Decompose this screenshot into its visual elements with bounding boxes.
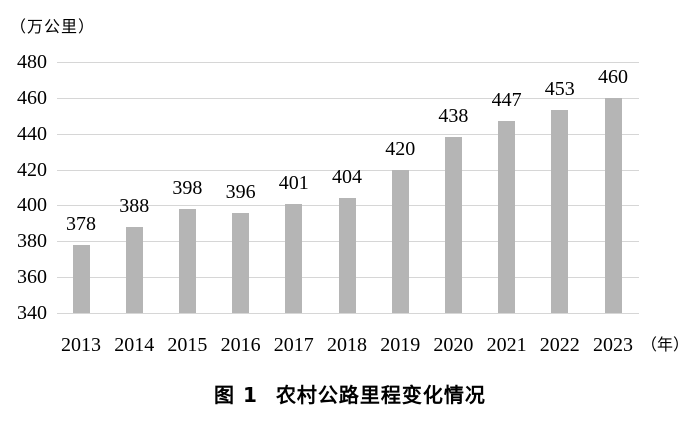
x-tick-label-2013: 2013 (61, 334, 101, 356)
value-label-2016: 396 (225, 180, 256, 203)
bar-2022 (551, 110, 569, 313)
x-tick-label-2022: 2022 (539, 334, 580, 356)
gridline-480 (57, 62, 639, 63)
value-label-2018: 404 (332, 166, 362, 189)
chart-title: 图 1 农村公路里程变化情况 (0, 379, 700, 408)
gridline-460 (57, 97, 639, 99)
bar-2017 (285, 203, 303, 313)
value-label-2023: 460 (598, 65, 628, 88)
y-tick-label-340: 340 (17, 302, 47, 324)
y-tick-label-440: 440 (17, 122, 47, 145)
y-axis-unit-label: （万公里） (10, 19, 96, 36)
x-tick-label-2017: 2017 (273, 334, 314, 356)
value-label-2019: 420 (385, 137, 416, 160)
bar-2021 (498, 121, 516, 313)
x-tick-label-2014: 2014 (114, 334, 155, 356)
value-label-2014: 388 (119, 194, 150, 217)
x-tick-label-2021: 2021 (486, 334, 527, 356)
y-tick-label-360: 360 (17, 266, 47, 289)
bar-2018 (338, 198, 356, 313)
bar-2013 (72, 244, 90, 313)
value-label-2017: 401 (278, 171, 309, 194)
bar-2016 (232, 212, 250, 313)
y-tick-label-420: 420 (17, 158, 47, 181)
y-tick-label-480: 480 (17, 51, 47, 73)
gridline-340 (57, 313, 639, 314)
value-label-2015: 398 (172, 177, 203, 199)
bar-2020 (444, 137, 462, 313)
value-label-2022: 453 (544, 78, 575, 101)
value-label-2021: 447 (491, 89, 522, 112)
y-tick-label-380: 380 (17, 230, 47, 253)
value-label-2020: 438 (438, 105, 469, 128)
figure-number: 图 1 (214, 383, 258, 407)
chart-title-text: 农村公路里程变化情况 (275, 383, 486, 407)
bar-2023 (604, 97, 622, 313)
y-tick-label-460: 460 (17, 86, 47, 109)
x-axis-unit-label: （年） (641, 337, 690, 354)
gridline-420 (57, 169, 639, 171)
x-tick-label-2016: 2016 (220, 334, 261, 356)
bar-2014 (125, 226, 143, 313)
bar-2019 (391, 169, 409, 313)
x-tick-label-2023: 2023 (593, 334, 633, 356)
x-tick-label-2018: 2018 (327, 334, 367, 356)
x-tick-label-2015: 2015 (167, 334, 208, 356)
x-tick-label-2020: 2020 (433, 334, 474, 356)
y-tick-label-400: 400 (17, 194, 47, 217)
x-tick-label-2019: 2019 (380, 334, 421, 356)
value-label-2013: 378 (66, 212, 96, 235)
gridline-440 (57, 133, 639, 135)
bar-2015 (178, 209, 196, 313)
